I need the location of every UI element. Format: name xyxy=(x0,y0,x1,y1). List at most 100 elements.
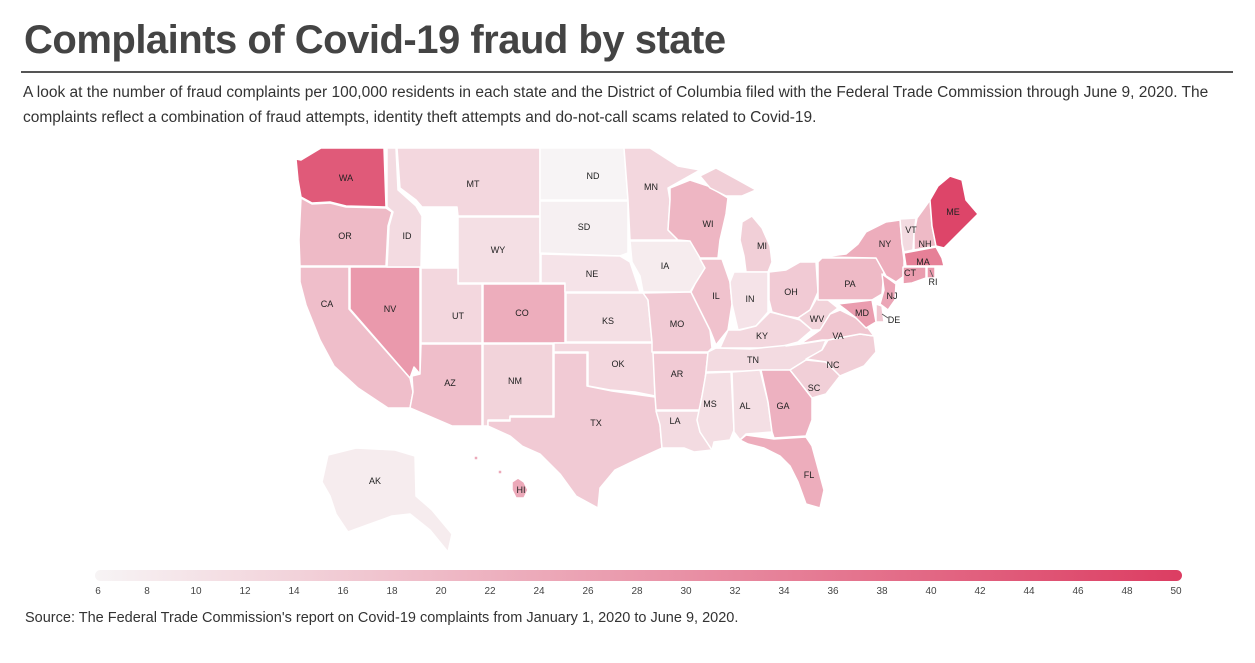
state-label-ks: KS xyxy=(602,316,614,326)
state-label-pa: PA xyxy=(844,279,855,289)
legend-gradient-bar xyxy=(95,570,1182,581)
state-label-ut: UT xyxy=(452,311,464,321)
legend-tick-label: 16 xyxy=(337,586,349,597)
state-label-de: DE xyxy=(888,315,901,325)
state-vt[interactable] xyxy=(899,217,917,253)
state-label-ri: RI xyxy=(929,277,938,287)
state-label-in: IN xyxy=(746,294,755,304)
state-wa[interactable] xyxy=(295,147,387,208)
legend-tick-label: 38 xyxy=(876,586,888,597)
state-ct[interactable] xyxy=(902,266,927,285)
state-label-ar: AR xyxy=(671,369,684,379)
state-de[interactable] xyxy=(875,303,885,323)
state-label-mo: MO xyxy=(670,319,685,329)
source-note: Source: The Federal Trade Commission's r… xyxy=(25,610,739,626)
state-md[interactable] xyxy=(837,299,877,329)
state-nd[interactable] xyxy=(539,147,629,201)
legend-tick-label: 40 xyxy=(925,586,937,597)
state-label-mt: MT xyxy=(467,179,480,189)
state-mi[interactable] xyxy=(699,167,773,273)
legend-tick-label: 36 xyxy=(827,586,839,597)
state-label-ct: CT xyxy=(904,268,916,278)
legend-tick-label: 10 xyxy=(190,586,202,597)
label-leader-line xyxy=(881,313,889,319)
state-label-wi: WI xyxy=(703,219,714,229)
state-label-sd: SD xyxy=(578,222,591,232)
state-label-tn: TN xyxy=(747,355,759,365)
map-title: Complaints of Covid-19 fraud by state xyxy=(24,18,726,62)
state-label-me: ME xyxy=(946,207,960,217)
state-label-fl: FL xyxy=(804,470,815,480)
state-ar[interactable] xyxy=(652,352,709,411)
state-il[interactable] xyxy=(690,258,733,346)
legend-tick-label: 20 xyxy=(435,586,447,597)
state-label-md: MD xyxy=(855,308,869,318)
state-label-mn: MN xyxy=(644,182,658,192)
state-me[interactable] xyxy=(929,175,979,249)
state-label-nj: NJ xyxy=(887,291,898,301)
state-label-wa: WA xyxy=(339,173,353,183)
state-id[interactable] xyxy=(386,147,423,268)
state-sd[interactable] xyxy=(539,200,629,257)
legend-tick-label: 34 xyxy=(778,586,790,597)
state-wy[interactable] xyxy=(457,216,541,284)
state-label-ne: NE xyxy=(586,269,599,279)
state-ne[interactable] xyxy=(540,253,641,293)
state-ma[interactable] xyxy=(903,246,945,267)
legend-tick-label: 48 xyxy=(1121,586,1133,597)
legend-tick-label: 44 xyxy=(1023,586,1035,597)
state-label-nm: NM xyxy=(508,376,522,386)
state-label-co: CO xyxy=(515,308,529,318)
legend-tick-label: 18 xyxy=(386,586,398,597)
legend-tick-label: 42 xyxy=(974,586,986,597)
legend-tick-label: 22 xyxy=(484,586,496,597)
state-label-nc: NC xyxy=(827,360,840,370)
state-wv[interactable] xyxy=(797,295,839,331)
state-fl[interactable] xyxy=(739,434,825,509)
state-label-ok: OK xyxy=(611,359,624,369)
state-ut[interactable] xyxy=(420,267,483,344)
state-label-nv: NV xyxy=(384,304,397,314)
state-label-sc: SC xyxy=(808,383,821,393)
legend-tick-label: 32 xyxy=(729,586,741,597)
state-label-wv: WV xyxy=(810,314,825,324)
legend-tick-label: 26 xyxy=(582,586,594,597)
legend-tick-label: 50 xyxy=(1170,586,1182,597)
state-nc[interactable] xyxy=(805,333,877,377)
legend-tick-label: 6 xyxy=(95,586,101,597)
state-label-vt: VT xyxy=(905,225,917,235)
state-label-tx: TX xyxy=(590,418,602,428)
state-tx[interactable] xyxy=(487,352,663,509)
state-label-mi: MI xyxy=(757,241,767,251)
legend-tick-label: 24 xyxy=(533,586,545,597)
state-al[interactable] xyxy=(731,369,773,441)
state-label-or: OR xyxy=(338,231,352,241)
state-label-wy: WY xyxy=(491,245,506,255)
state-nj[interactable] xyxy=(879,273,897,311)
state-az[interactable] xyxy=(409,343,483,427)
state-label-az: AZ xyxy=(444,378,456,388)
state-sc[interactable] xyxy=(789,359,841,399)
state-label-ny: NY xyxy=(879,239,892,249)
title-divider xyxy=(21,71,1233,73)
state-label-ma: MA xyxy=(916,257,930,267)
state-label-oh: OH xyxy=(784,287,798,297)
legend-tick-label: 46 xyxy=(1072,586,1084,597)
legend-tick-label: 14 xyxy=(288,586,300,597)
state-label-nd: ND xyxy=(587,171,600,181)
state-label-id: ID xyxy=(403,231,413,241)
legend-ticks: 6 8 10 12 14 16 18 20 22 24 26 28 30 32 34 36 38 40 42 44 46… xyxy=(95,586,1182,597)
legend-tick-label: 30 xyxy=(680,586,692,597)
state-label-ga: GA xyxy=(776,401,789,411)
state-hi[interactable] xyxy=(473,455,529,499)
state-label-ms: MS xyxy=(703,399,717,409)
state-label-ia: IA xyxy=(661,261,670,271)
state-label-va: VA xyxy=(832,331,843,341)
state-label-nh: NH xyxy=(919,239,932,249)
state-labels: WA OR CA NV ID MT WY UT CO AZ NM ND SD NE KS OK TX MN IA MO… xyxy=(321,171,960,495)
state-ak[interactable] xyxy=(321,447,453,553)
state-label-ak: AK xyxy=(369,476,381,486)
color-legend: 6 8 10 12 14 16 18 20 22 24 26 28 30 32 34 36 38 40 42 44 46… xyxy=(95,570,1182,597)
legend-tick-label: 28 xyxy=(631,586,643,597)
state-label-ca: CA xyxy=(321,299,334,309)
